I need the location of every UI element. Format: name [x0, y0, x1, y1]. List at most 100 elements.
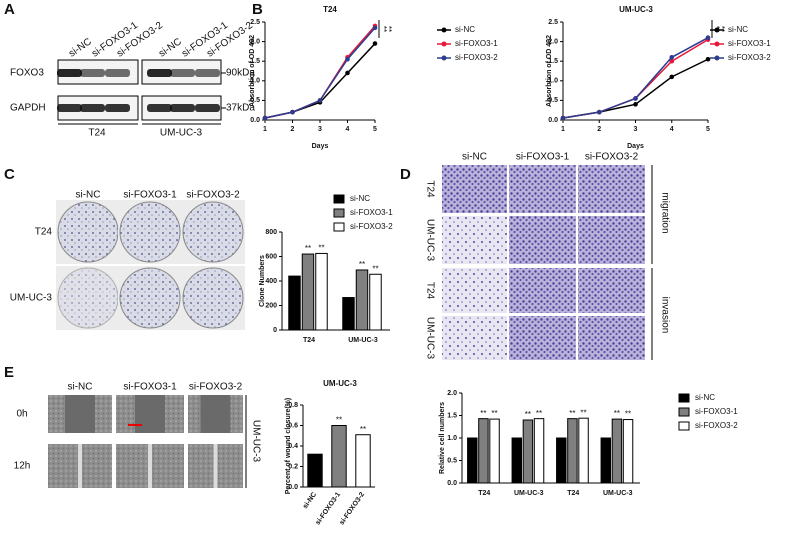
- row-label: T24: [424, 180, 435, 198]
- significance: **: [359, 260, 365, 269]
- cell-line-label: T24: [88, 128, 106, 139]
- data-point: [669, 54, 675, 60]
- significance: **: [569, 409, 575, 418]
- data-point: [596, 109, 602, 115]
- legend-label: si-FOXO3-2: [350, 222, 393, 231]
- data-point: [290, 109, 295, 115]
- bar: [567, 418, 578, 484]
- data-point: [317, 98, 323, 103]
- bar: [478, 418, 489, 484]
- blot-band: [147, 69, 172, 77]
- protein-label: GAPDH: [10, 103, 46, 114]
- transwell-image: [509, 165, 576, 213]
- significance: **: [305, 244, 311, 253]
- data-point: [372, 41, 378, 46]
- colony-well: [182, 267, 244, 329]
- y-tick-label: 0.0: [288, 484, 298, 491]
- legend-swatch: [678, 421, 690, 431]
- bar: [467, 437, 478, 484]
- blot-band: [170, 104, 195, 112]
- legend-label: si-NC: [350, 194, 370, 203]
- column-label: si-FOXO3-1: [123, 382, 177, 393]
- bar: [511, 437, 523, 484]
- data-point: [669, 74, 675, 80]
- legend-label: si-FOXO3-1: [695, 407, 738, 416]
- data-point: [633, 102, 638, 107]
- blot-band: [57, 69, 82, 77]
- legend-swatch: [333, 222, 345, 232]
- legend-marker: [714, 41, 720, 47]
- legend-label: si-NC: [695, 393, 715, 402]
- protein-label: FOXO3: [10, 68, 44, 79]
- bar: [578, 417, 589, 484]
- legend-label: si-NC: [728, 25, 748, 34]
- wound-gap: [213, 444, 218, 488]
- y-tick-label: 1.0: [548, 78, 558, 85]
- bar: [301, 253, 315, 331]
- y-tick-label: 600: [265, 253, 277, 260]
- blot-band: [147, 104, 172, 112]
- transwell-image: [509, 316, 576, 360]
- x-tick-label: 3: [318, 126, 322, 133]
- column-label: si-FOXO3-2: [186, 190, 240, 201]
- transwell-image: [578, 316, 645, 360]
- bar: [331, 425, 347, 488]
- x-tick-label: si-FOXO3-1: [315, 491, 343, 526]
- transwell-image: [578, 268, 645, 313]
- colony-well: [119, 201, 181, 263]
- row-label: 0h: [16, 409, 27, 420]
- y-axis-label: Clone Numbers: [259, 255, 266, 307]
- blot-band: [80, 69, 105, 77]
- bar: [288, 275, 301, 331]
- bar: [489, 418, 500, 484]
- blot-band: [170, 69, 195, 77]
- y-tick-label: 0.2: [288, 463, 298, 470]
- wound-gap: [200, 395, 231, 433]
- legend-label: si-FOXO3-2: [455, 53, 498, 62]
- blot-band: [195, 104, 220, 112]
- panel-letter: A: [4, 1, 15, 18]
- x-tick-label: T24: [567, 490, 579, 497]
- size-label: 37kDa: [226, 103, 255, 114]
- y-tick-label: 2.5: [548, 19, 558, 26]
- y-tick-label: 1.5: [250, 58, 260, 65]
- y-tick-label: 200: [265, 302, 277, 309]
- legend-label: si-FOXO3-1: [350, 208, 393, 217]
- legend-label: si-FOXO3-2: [695, 421, 738, 430]
- significance: **: [525, 410, 531, 419]
- data-point: [262, 115, 268, 121]
- y-axis-label: Percent of wound closure(%): [285, 398, 292, 494]
- bar: [355, 434, 371, 488]
- blot-band: [80, 104, 105, 112]
- significance: **: [384, 26, 393, 32]
- blot-band: [57, 104, 82, 112]
- significance: **: [536, 409, 542, 418]
- y-tick-label: 0.8: [288, 402, 298, 409]
- wound-gap: [65, 395, 95, 433]
- column-label: si-NC: [76, 190, 101, 201]
- transwell-image: [442, 268, 507, 313]
- legend-label: si-FOXO3-1: [728, 39, 771, 48]
- y-tick-label: 0.5: [250, 97, 260, 104]
- wound-gap: [78, 444, 82, 488]
- column-label: si-NC: [68, 382, 93, 393]
- significance: **: [360, 425, 366, 434]
- bar: [307, 453, 323, 488]
- y-tick-label: 1.0: [447, 435, 457, 442]
- row-label: 12h: [14, 461, 31, 472]
- bar: [556, 437, 567, 484]
- row-label: UM-UC-3: [10, 293, 53, 304]
- chart-title: T24: [323, 5, 337, 14]
- significance: **: [318, 244, 324, 253]
- legend-marker: [714, 55, 720, 61]
- row-label: T24: [424, 282, 435, 300]
- panel-letter: E: [4, 364, 14, 381]
- significance: **: [717, 26, 726, 32]
- series-line: [562, 58, 709, 119]
- legend-swatch: [678, 393, 690, 403]
- x-tick-label: 4: [346, 126, 350, 133]
- y-axis-label: Absorbtion of OD 492: [249, 35, 256, 107]
- y-tick-label: 800: [265, 229, 277, 236]
- x-tick-label: UM-UC-3: [603, 490, 633, 497]
